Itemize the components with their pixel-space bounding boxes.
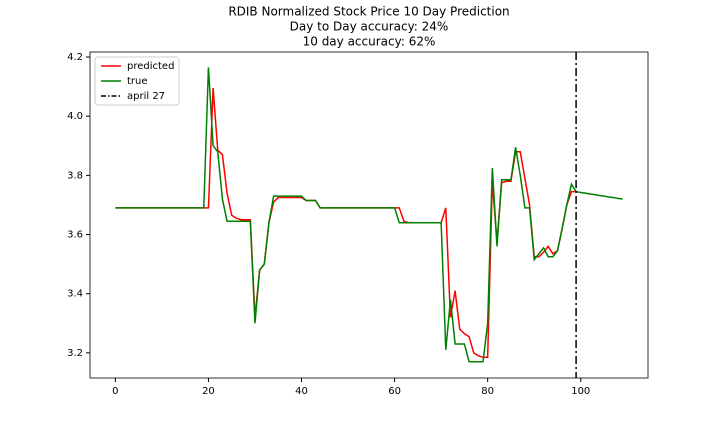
legend-label: true — [127, 76, 148, 87]
x-tick-label: 100 — [571, 386, 590, 397]
chart-subtitle: 10 day accuracy: 62% — [303, 35, 436, 49]
x-tick-label: 0 — [112, 386, 118, 397]
chart-title: RDIB Normalized Stock Price 10 Day Predi… — [228, 5, 509, 19]
x-tick-label: 60 — [388, 386, 401, 397]
y-tick-label: 4.2 — [67, 52, 83, 63]
x-tick-label: 40 — [295, 386, 308, 397]
data-line — [115, 67, 623, 363]
x-tick-label: 80 — [481, 386, 494, 397]
y-tick-label: 4.0 — [67, 111, 83, 122]
chart-subtitle: Day to Day accuracy: 24% — [290, 20, 449, 34]
y-tick-label: 3.6 — [67, 230, 83, 241]
x-tick-label: 20 — [202, 386, 215, 397]
legend-box — [94, 56, 180, 106]
legend-label: april 27 — [127, 91, 165, 102]
plot-frame — [89, 51, 649, 379]
y-tick-label: 3.4 — [67, 289, 83, 300]
legend-label: predicted — [127, 61, 174, 72]
data-line — [115, 88, 577, 359]
y-tick-label: 3.8 — [67, 170, 83, 181]
y-tick-label: 3.2 — [67, 348, 83, 359]
